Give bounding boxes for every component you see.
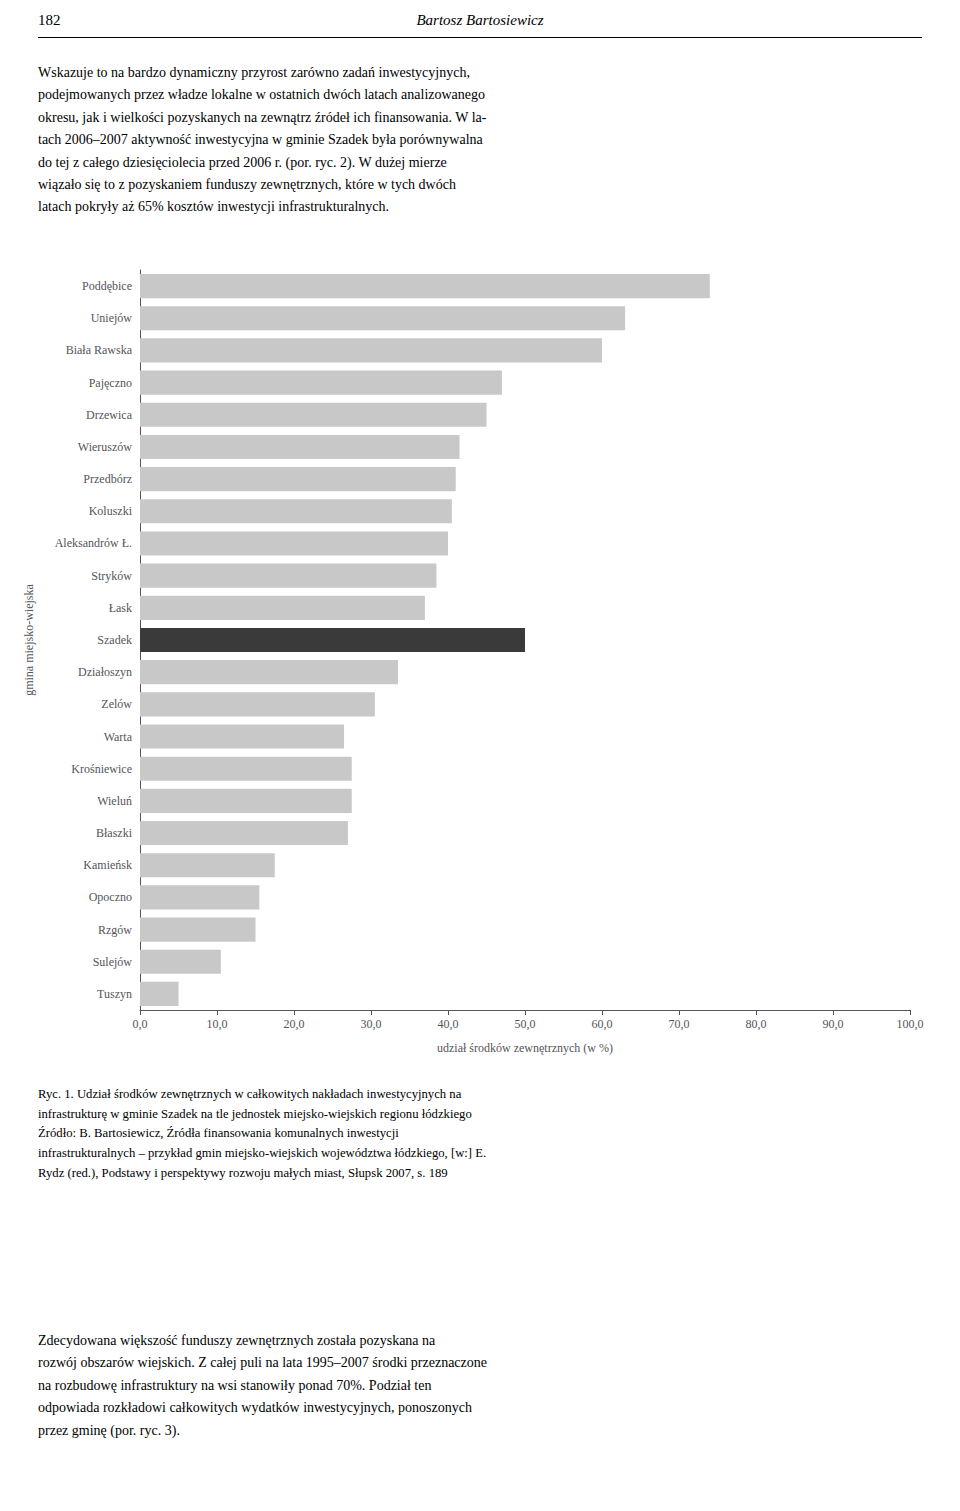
html-text:182: 182 — [38, 12, 61, 28]
svg-text:Przedbórz: Przedbórz — [83, 472, 132, 486]
svg-text:Drzewica: Drzewica — [86, 408, 133, 422]
svg-text:100,0: 100,0 — [897, 1017, 924, 1031]
svg-text:30,0: 30,0 — [361, 1017, 382, 1031]
svg-text:Wieluń: Wieluń — [97, 794, 132, 808]
svg-text:80,0: 80,0 — [746, 1017, 767, 1031]
svg-text:70,0: 70,0 — [669, 1017, 690, 1031]
svg-text:Aleksandrów Ł.: Aleksandrów Ł. — [55, 536, 132, 550]
svg-text:0,0: 0,0 — [133, 1017, 148, 1031]
svg-text:60,0: 60,0 — [592, 1017, 613, 1031]
svg-text:Tuszyn: Tuszyn — [97, 987, 132, 1001]
svg-text:Poddębice: Poddębice — [82, 279, 132, 293]
svg-text:udział środków zewnętrznych (w: udział środków zewnętrznych (w %) — [437, 1041, 613, 1055]
svg-text:Kamieńsk: Kamieńsk — [83, 858, 132, 872]
svg-text:50,0: 50,0 — [515, 1017, 536, 1031]
html-text:Bartosz Bartosiewicz: Bartosz Bartosiewicz — [416, 12, 544, 28]
svg-text:90,0: 90,0 — [823, 1017, 844, 1031]
svg-text:Pajęczno: Pajęczno — [89, 376, 132, 390]
svg-text:10,0: 10,0 — [207, 1017, 228, 1031]
svg-text:Stryków: Stryków — [91, 569, 132, 583]
svg-text:40,0: 40,0 — [438, 1017, 459, 1031]
svg-text:Warta: Warta — [104, 730, 133, 744]
svg-text:Koluszki: Koluszki — [89, 504, 133, 518]
svg-text:Uniejów: Uniejów — [91, 311, 133, 325]
svg-text:20,0: 20,0 — [284, 1017, 305, 1031]
svg-text:Wieruszów: Wieruszów — [78, 440, 132, 454]
svg-text:Błaszki: Błaszki — [96, 826, 133, 840]
svg-text:Opoczno: Opoczno — [89, 890, 132, 904]
svg-text:Krośniewice: Krośniewice — [71, 762, 132, 776]
svg-text:Szadek: Szadek — [97, 633, 132, 647]
svg-text:Sulejów: Sulejów — [93, 955, 133, 969]
svg-text:Zelów: Zelów — [101, 697, 132, 711]
html-text:Wskazuje to na bardzo dynamicz: Wskazuje to na bardzo dynamiczny przyros… — [38, 65, 487, 215]
html-text:Ryc. 1. Udział środków zewnętr: Ryc. 1. Udział środków zewnętrznych w ca… — [38, 1087, 487, 1180]
svg-text:Biała Rawska: Biała Rawska — [66, 343, 133, 357]
svg-text:gmina miejsko-wiejska: gmina miejsko-wiejska — [22, 584, 36, 696]
svg-text:Działoszyn: Działoszyn — [78, 665, 132, 679]
html-text:Zdecydowana większość funduszy: Zdecydowana większość funduszy zewnętrzn… — [38, 1333, 487, 1438]
svg-text:Rzgów: Rzgów — [98, 923, 132, 937]
svg-text:Łask: Łask — [109, 601, 132, 615]
